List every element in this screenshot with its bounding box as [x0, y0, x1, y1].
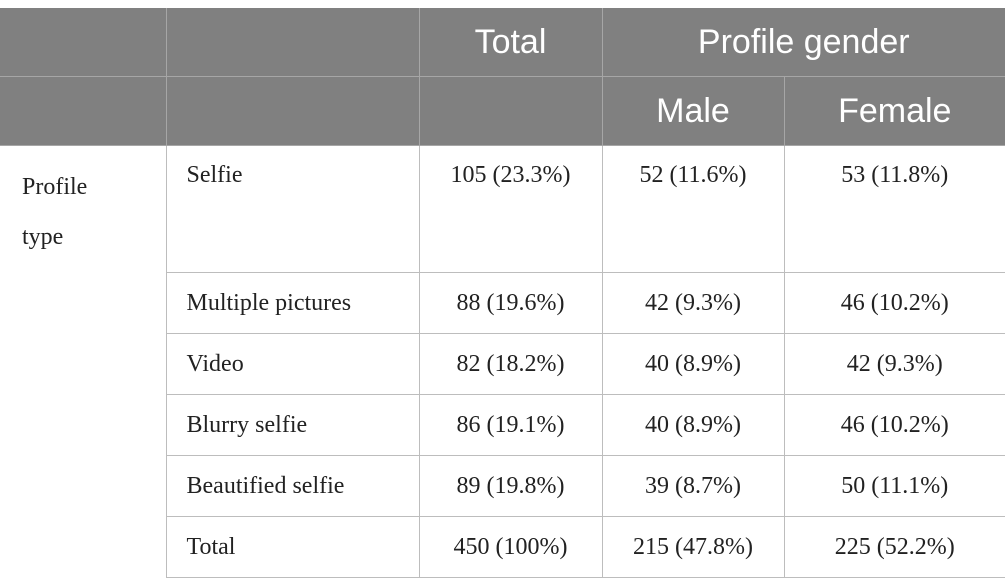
cell-female: 53 (11.8%)	[784, 145, 1005, 273]
cell-male: 52 (11.6%)	[602, 145, 785, 273]
cell-male: 39 (8.7%)	[602, 455, 785, 517]
cell-female: 46 (10.2%)	[784, 272, 1005, 334]
cell-female: 225 (52.2%)	[784, 516, 1005, 578]
row-label: Video	[166, 333, 420, 395]
cell-total: 82 (18.2%)	[419, 333, 603, 395]
table-row-total: Total 450 (100%) 215 (47.8%) 225 (52.2%)	[0, 516, 1005, 578]
row-label: Selfie	[166, 145, 420, 273]
table-row: Video 82 (18.2%) 40 (8.9%) 42 (9.3%)	[0, 333, 1005, 395]
header-female: Female	[784, 76, 1005, 146]
cell-total: 86 (19.1%)	[419, 394, 603, 456]
table-row: Profile type Selfie 105 (23.3%) 52 (11.6…	[0, 145, 1005, 578]
cell-male: 40 (8.9%)	[602, 394, 785, 456]
header-empty-5	[419, 76, 603, 146]
row-label: Blurry selfie	[166, 394, 420, 456]
row-label: Beautified selfie	[166, 455, 420, 517]
cell-female: 50 (11.1%)	[784, 455, 1005, 517]
header-empty-3	[0, 76, 167, 146]
cell-total: 105 (23.3%)	[419, 145, 603, 273]
header-male: Male	[602, 76, 785, 146]
table-row: Blurry selfie 86 (19.1%) 40 (8.9%) 46 (1…	[0, 394, 1005, 456]
header-empty-4	[166, 76, 420, 146]
profile-type-gender-table: Total Profile gender Male Female Profile…	[0, 8, 1005, 578]
cell-female: 46 (10.2%)	[784, 394, 1005, 456]
cell-total: 450 (100%)	[419, 516, 603, 578]
header-empty-2	[166, 8, 420, 77]
cell-male: 215 (47.8%)	[602, 516, 785, 578]
cell-total: 88 (19.6%)	[419, 272, 603, 334]
row-group-label: Profile type	[0, 145, 167, 578]
row-label: Total	[166, 516, 420, 578]
row-label: Multiple pictures	[166, 272, 420, 334]
cell-female: 42 (9.3%)	[784, 333, 1005, 395]
header-total: Total	[419, 8, 603, 77]
cell-male: 42 (9.3%)	[602, 272, 785, 334]
table-row: Beautified selfie 89 (19.8%) 39 (8.7%) 5…	[0, 455, 1005, 517]
table-row: Multiple pictures 88 (19.6%) 42 (9.3%) 4…	[0, 272, 1005, 334]
header-profile-gender: Profile gender	[602, 8, 1005, 77]
cell-total: 89 (19.8%)	[419, 455, 603, 517]
cell-male: 40 (8.9%)	[602, 333, 785, 395]
header-empty-1	[0, 8, 167, 77]
